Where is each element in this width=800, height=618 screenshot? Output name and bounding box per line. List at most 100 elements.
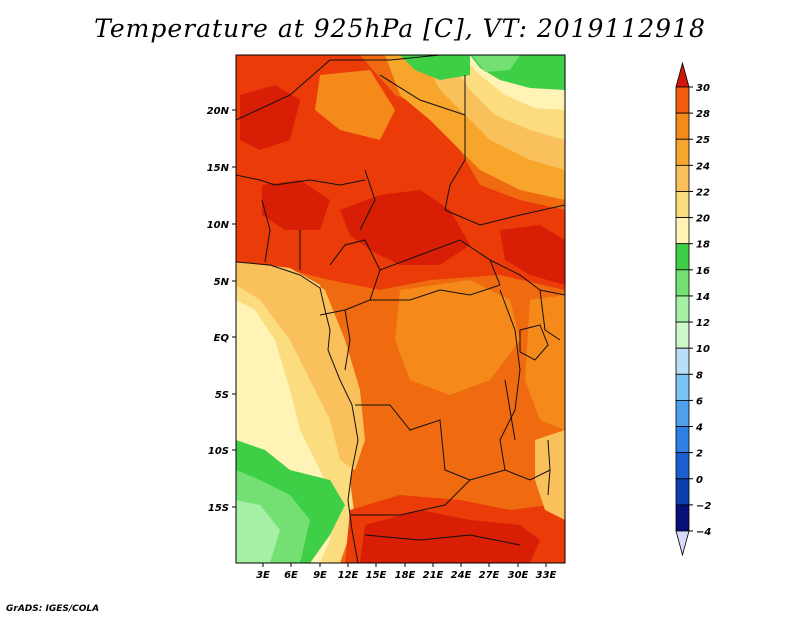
border-cameroon — [329, 239, 381, 311]
border-namibia — [364, 534, 521, 546]
colorbar-label: 8 — [696, 370, 703, 381]
colorbar-swatch — [675, 112, 690, 140]
colorbar-label: 25 — [696, 135, 710, 146]
border-drc-angola — [355, 404, 471, 481]
border-congo-gabon — [319, 309, 351, 371]
border-libya-chad — [379, 74, 466, 116]
lon-label: 27E — [479, 570, 500, 581]
colorbar-swatch — [675, 426, 690, 454]
colorbar-swatch — [675, 217, 690, 245]
lat-label: 20N — [207, 106, 230, 117]
lat-label: 10N — [207, 220, 230, 231]
latitude-axis: 20N 15N 10N 5N EQ 5S 10S 15S — [207, 106, 236, 514]
lat-label: 5S — [215, 390, 229, 401]
lat-label: 10S — [208, 446, 229, 457]
map-frame — [235, 54, 566, 564]
colorbar-label: 22 — [696, 187, 710, 198]
lon-label: 33E — [536, 570, 557, 581]
colorbar-swatch — [675, 478, 690, 506]
red-region-north — [236, 55, 565, 290]
border-north-2 — [330, 55, 441, 61]
lake-tanganyika — [504, 379, 516, 441]
border-east-1 — [539, 289, 561, 341]
colorbar-bottom-arrow — [675, 530, 690, 557]
colorbar-swatch — [675, 191, 690, 218]
border-car-congo — [370, 284, 501, 301]
colorbar-swatch — [675, 164, 690, 192]
colorbar-label: 6 — [696, 396, 703, 407]
colorbar-swatch — [675, 347, 690, 375]
deep-red-east — [500, 225, 565, 285]
border-angola-south — [350, 479, 471, 516]
lon-label: 12E — [338, 570, 359, 581]
colorbar-swatch — [675, 373, 690, 401]
lon-label: 9E — [313, 570, 327, 581]
lon-label: 21E — [423, 570, 444, 581]
atlantic-light-orange — [236, 262, 365, 470]
border-car — [379, 239, 501, 286]
colorbar-label: 30 — [696, 83, 710, 94]
colorbar-label: −4 — [696, 527, 711, 538]
colorbar-label: 4 — [695, 423, 703, 434]
border-south-sudan — [489, 259, 565, 296]
coastline — [236, 261, 359, 563]
green-dark-north — [400, 55, 470, 80]
deep-red-core — [340, 190, 470, 265]
red-west-sahara — [240, 85, 300, 150]
colorbar-swatch — [675, 504, 690, 532]
colorbar-label: 18 — [696, 240, 710, 251]
credit-text: GrADS: IGES/COLA — [6, 604, 100, 614]
orange-sahara-center — [315, 70, 395, 140]
colorbar-label: 28 — [696, 109, 710, 120]
border-niger-nigeria — [274, 179, 366, 186]
colorbar-label: 14 — [696, 292, 710, 303]
border-sudan-south — [444, 204, 565, 226]
colorbar-swatch — [675, 138, 690, 166]
border-chad-west — [359, 169, 376, 231]
chart-title: Temperature at 925hPa [C], VT: 201911291… — [94, 14, 706, 43]
border-west-1 — [236, 174, 276, 186]
temperature-field — [236, 55, 565, 563]
lon-label: 30E — [508, 570, 529, 581]
border-chad-sudan — [444, 75, 466, 211]
colorbar-swatch — [675, 400, 690, 427]
deep-red-west — [262, 180, 330, 230]
lon-label: 18E — [395, 570, 416, 581]
lat-label: 5N — [214, 277, 230, 288]
colorbar-swatch — [675, 269, 690, 297]
lon-label: 24E — [451, 570, 472, 581]
atlantic-green-pale — [236, 500, 280, 563]
colorbar-label: 16 — [696, 266, 710, 277]
east-orange-strip — [525, 295, 565, 430]
colorbar-label: 12 — [696, 318, 710, 329]
lat-label: EQ — [214, 333, 230, 344]
colorbar-label: −2 — [696, 501, 711, 512]
lat-label: 15S — [208, 503, 229, 514]
longitude-axis: 3E 6E 9E 12E 15E 18E 21E 24E 27E 30E 33E — [256, 563, 557, 581]
colorbar-swatch — [675, 321, 690, 349]
lake-victoria — [519, 324, 549, 361]
border-west-2 — [261, 199, 271, 263]
colorbar-label: 20 — [696, 214, 710, 225]
colorbar-swatch — [675, 86, 690, 114]
country-borders — [236, 55, 565, 563]
colorbar-label: 10 — [696, 344, 710, 355]
colorbar-swatch — [675, 243, 690, 271]
colorbar-top-arrow — [675, 61, 690, 88]
colorbar-swatch — [675, 295, 690, 323]
border-zambia — [469, 469, 551, 481]
border-drc-east — [499, 289, 521, 471]
lake-malawi — [547, 439, 551, 496]
lon-label: 15E — [366, 570, 387, 581]
central-orange — [395, 280, 520, 395]
colorbar-label: 0 — [696, 475, 703, 486]
colorbar-label: 24 — [696, 161, 710, 172]
border-north-1 — [236, 59, 331, 121]
lon-label: 6E — [284, 570, 298, 581]
colorbar-label: 2 — [696, 449, 703, 460]
lon-label: 3E — [256, 570, 270, 581]
green-light-northeast — [472, 55, 520, 72]
lat-label: 15N — [207, 163, 230, 174]
